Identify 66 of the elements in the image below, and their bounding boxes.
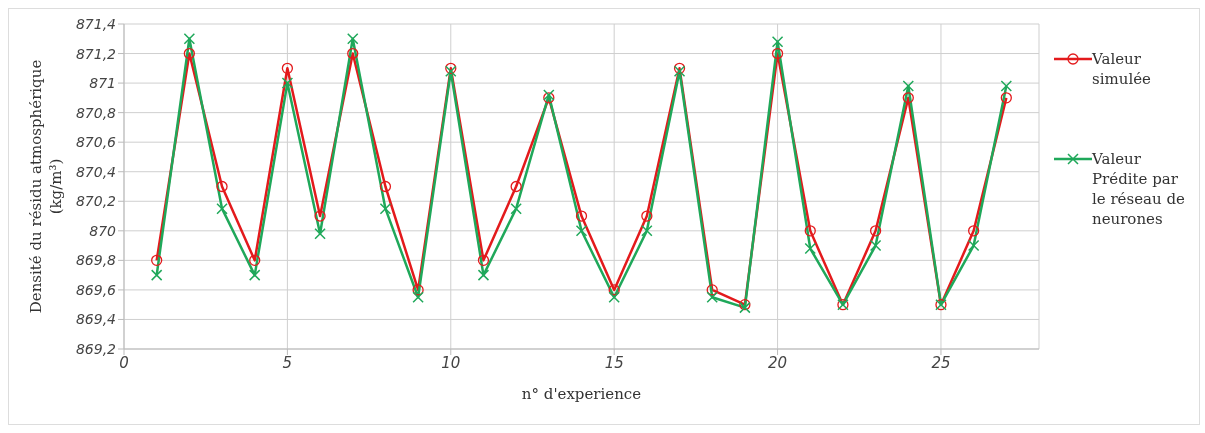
point (183, 47, 196, 60)
y-tick-label: 870,2 (75, 193, 117, 210)
point (575, 210, 588, 222)
x-tick-label: 10 (441, 353, 461, 372)
point (1000, 92, 1012, 104)
point (347, 33, 359, 45)
point (412, 291, 424, 304)
point (183, 33, 196, 45)
point (249, 254, 261, 267)
x-axis-title: n° d'experience (521, 385, 642, 403)
point (771, 35, 784, 48)
point (869, 225, 882, 237)
point (641, 225, 653, 237)
point (379, 202, 392, 215)
point (902, 92, 914, 104)
point (314, 210, 326, 222)
point (967, 225, 980, 237)
point (608, 291, 620, 304)
point (706, 291, 718, 304)
point (477, 269, 490, 281)
y-tick-label: 870,6 (75, 134, 117, 151)
point (477, 254, 490, 267)
y-tick-label: 869,2 (75, 340, 117, 357)
point (804, 225, 816, 237)
y-tick-label: 869,8 (75, 252, 117, 269)
point (1000, 80, 1013, 92)
point (673, 65, 686, 78)
x-tick-label: 25 (931, 353, 951, 372)
point (510, 202, 522, 215)
point (967, 239, 980, 252)
y-tick-label: 871,2 (75, 45, 117, 62)
legend-label: Valeur Prédite par le réseau de neurones (1092, 149, 1186, 229)
y-tick-label: 870 (89, 222, 117, 239)
point (771, 47, 784, 60)
y-tick-label: 870,4 (75, 163, 116, 180)
point (510, 180, 522, 193)
point (445, 65, 457, 78)
point (216, 202, 228, 215)
point (804, 242, 816, 255)
y-tick-label: 870,8 (75, 104, 117, 121)
point (216, 180, 228, 193)
point (314, 228, 326, 240)
legend-label: Valeur simulée (1092, 49, 1152, 89)
x-tick-label: 5 (282, 353, 293, 372)
point (248, 269, 261, 281)
y-tick-label: 869,4 (75, 311, 116, 328)
point (608, 284, 620, 296)
point (347, 47, 359, 60)
point (902, 80, 915, 92)
x-tick-label: 20 (768, 353, 788, 372)
y-tick-label: 871 (89, 75, 116, 92)
point (151, 254, 163, 267)
x-tick-label: 0 (119, 353, 129, 372)
point (150, 269, 163, 281)
point (281, 62, 294, 74)
point (281, 77, 294, 89)
y-tick-label: 871,4 (75, 15, 116, 32)
y-tick-label: 869,6 (75, 281, 117, 298)
point (412, 284, 424, 296)
point (869, 239, 882, 252)
x-tick-label: 15 (604, 353, 624, 372)
point (706, 284, 718, 296)
y-axis-title: Densité du résidu atmosphérique (kg/m³) (27, 59, 65, 314)
point (575, 225, 588, 237)
point (641, 210, 653, 222)
point (379, 180, 392, 193)
